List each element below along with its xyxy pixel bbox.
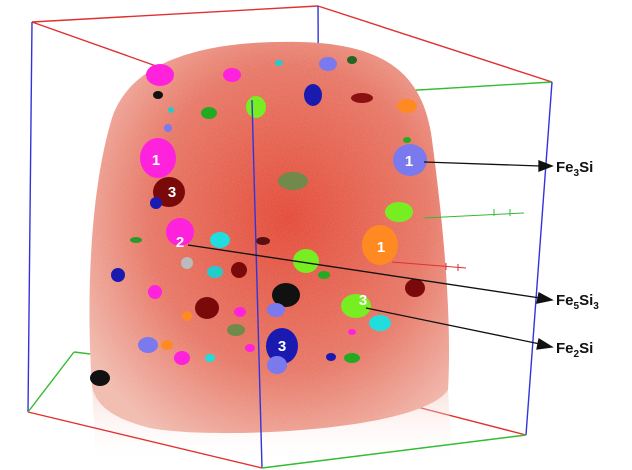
- precipitate: [405, 279, 425, 297]
- precipitate: [130, 237, 142, 243]
- precipitate: [168, 107, 174, 113]
- particle-number: 1: [152, 152, 160, 169]
- precipitate: [267, 303, 285, 317]
- callout-arrows: [187, 160, 554, 350]
- precipitate: [234, 307, 246, 317]
- precipitate: [275, 60, 283, 66]
- precipitate: [148, 285, 162, 299]
- precipitate: [90, 370, 110, 386]
- particle-number: 1: [377, 239, 385, 256]
- precipitate: [182, 311, 192, 321]
- precipitate: [351, 93, 373, 103]
- precipitate: [150, 197, 162, 209]
- precipitate: [181, 257, 193, 269]
- bounding-box-front: [27, 21, 553, 469]
- precipitate: [195, 297, 219, 319]
- precipitate: [153, 177, 185, 207]
- precipitate: [111, 268, 125, 282]
- phase-label-fe2si: Fe2Si: [556, 340, 593, 360]
- precipitate: [318, 271, 330, 279]
- particle-numbers: 1 1 3 2 1 3 3: [152, 152, 413, 355]
- precipitate: [348, 329, 356, 335]
- particle-number: 3: [168, 184, 176, 201]
- precipitate: [344, 353, 360, 363]
- precipitate: [347, 56, 357, 64]
- precipitate: [362, 225, 398, 265]
- precipitate: [246, 96, 266, 118]
- precipitate: [146, 64, 174, 86]
- precipitate: [397, 99, 417, 113]
- precipitate: [207, 266, 223, 278]
- precipitate: [166, 218, 194, 246]
- precipitate: [369, 315, 391, 331]
- precipitate: [227, 324, 245, 336]
- precipitate: [153, 91, 163, 99]
- precipitate: [266, 328, 298, 364]
- precipitate: [267, 356, 287, 374]
- arrow-fe3si: [423, 161, 541, 167]
- particle-number: 2: [176, 234, 184, 251]
- arrow-fe5si3: [187, 244, 541, 299]
- phase-label-fe3si: Fe3Si: [556, 159, 593, 179]
- precipitate: [161, 340, 173, 350]
- phase-label-fe5si3: Fe5Si3: [556, 292, 599, 312]
- precipitate: [140, 138, 176, 178]
- precipitates: [90, 56, 427, 386]
- precipitate: [164, 124, 172, 132]
- precipitate: [319, 57, 337, 71]
- particle-number: 3: [359, 292, 367, 309]
- precipitate: [341, 294, 371, 318]
- precipitate: [293, 249, 319, 273]
- arrow-fe2si: [365, 307, 541, 345]
- precipitate: [201, 107, 217, 119]
- axis-marks: [391, 209, 525, 271]
- precipitate: [205, 354, 215, 362]
- particle-number: 3: [278, 338, 286, 355]
- precipitate: [138, 337, 158, 353]
- precipitate: [223, 68, 241, 82]
- precipitate: [278, 172, 308, 190]
- precipitate: [326, 353, 336, 361]
- particle-number: 1: [405, 153, 413, 170]
- precipitate: [393, 144, 427, 176]
- precipitate: [272, 283, 300, 307]
- precipitate: [210, 232, 230, 248]
- precipitate: [174, 351, 190, 365]
- precipitate: [231, 262, 247, 278]
- precipitate: [403, 137, 411, 143]
- precipitate: [304, 84, 322, 106]
- precipitate: [245, 344, 255, 352]
- sample-tip: [89, 41, 452, 460]
- phase-labels: Fe3Si Fe5Si3 Fe2Si: [556, 159, 599, 360]
- precipitate: [256, 237, 270, 245]
- precipitate: [385, 202, 413, 222]
